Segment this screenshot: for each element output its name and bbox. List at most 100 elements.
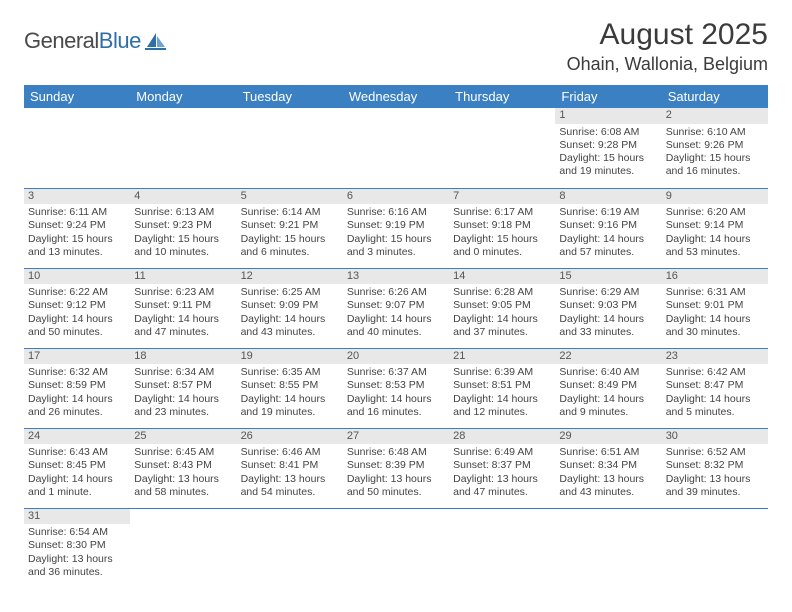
calendar-cell: 7Sunrise: 6:17 AMSunset: 9:18 PMDaylight…	[449, 188, 555, 268]
sunrise-line: Sunrise: 6:51 AM	[559, 446, 657, 459]
sunrise-line: Sunrise: 6:40 AM	[559, 366, 657, 379]
sunset-line: Sunset: 8:53 PM	[347, 379, 445, 392]
day-number: 2	[662, 108, 768, 124]
calendar-cell: 22Sunrise: 6:40 AMSunset: 8:49 PMDayligh…	[555, 348, 661, 428]
weekday-header: Thursday	[449, 85, 555, 108]
title-block: August 2025 Ohain, Wallonia, Belgium	[567, 18, 768, 75]
day-number: 1	[555, 108, 661, 124]
calendar-cell: 16Sunrise: 6:31 AMSunset: 9:01 PMDayligh…	[662, 268, 768, 348]
daylight-line: Daylight: 15 hours and 6 minutes.	[241, 233, 339, 259]
calendar-cell: 6Sunrise: 6:16 AMSunset: 9:19 PMDaylight…	[343, 188, 449, 268]
sunset-line: Sunset: 9:21 PM	[241, 219, 339, 232]
day-number: 27	[343, 429, 449, 445]
sunrise-line: Sunrise: 6:10 AM	[666, 126, 764, 139]
sunrise-line: Sunrise: 6:28 AM	[453, 286, 551, 299]
sunrise-line: Sunrise: 6:35 AM	[241, 366, 339, 379]
daylight-line: Daylight: 13 hours and 47 minutes.	[453, 473, 551, 499]
daylight-line: Daylight: 13 hours and 50 minutes.	[347, 473, 445, 499]
day-number: 24	[24, 429, 130, 445]
sunrise-line: Sunrise: 6:31 AM	[666, 286, 764, 299]
calendar-cell: 18Sunrise: 6:34 AMSunset: 8:57 PMDayligh…	[130, 348, 236, 428]
weekday-header: Sunday	[24, 85, 130, 108]
sunrise-line: Sunrise: 6:52 AM	[666, 446, 764, 459]
daylight-line: Daylight: 14 hours and 33 minutes.	[559, 313, 657, 339]
daylight-line: Daylight: 15 hours and 16 minutes.	[666, 152, 764, 178]
calendar-cell: 15Sunrise: 6:29 AMSunset: 9:03 PMDayligh…	[555, 268, 661, 348]
day-number: 25	[130, 429, 236, 445]
calendar-cell: 28Sunrise: 6:49 AMSunset: 8:37 PMDayligh…	[449, 428, 555, 508]
sunrise-line: Sunrise: 6:20 AM	[666, 206, 764, 219]
day-number: 20	[343, 349, 449, 365]
sunset-line: Sunset: 9:19 PM	[347, 219, 445, 232]
sunrise-line: Sunrise: 6:13 AM	[134, 206, 232, 219]
sunset-line: Sunset: 8:39 PM	[347, 459, 445, 472]
calendar-cell: 17Sunrise: 6:32 AMSunset: 8:59 PMDayligh…	[24, 348, 130, 428]
sunset-line: Sunset: 8:51 PM	[453, 379, 551, 392]
calendar-row: 1Sunrise: 6:08 AMSunset: 9:28 PMDaylight…	[24, 108, 768, 188]
sunset-line: Sunset: 9:26 PM	[666, 139, 764, 152]
sunset-line: Sunset: 8:30 PM	[28, 539, 126, 552]
sunset-line: Sunset: 9:11 PM	[134, 299, 232, 312]
calendar-row: 24Sunrise: 6:43 AMSunset: 8:45 PMDayligh…	[24, 428, 768, 508]
day-number: 16	[662, 269, 768, 285]
weekday-header-row: SundayMondayTuesdayWednesdayThursdayFrid…	[24, 85, 768, 108]
calendar-cell	[237, 108, 343, 188]
sunset-line: Sunset: 8:41 PM	[241, 459, 339, 472]
calendar-cell: 8Sunrise: 6:19 AMSunset: 9:16 PMDaylight…	[555, 188, 661, 268]
day-number: 28	[449, 429, 555, 445]
sunset-line: Sunset: 9:01 PM	[666, 299, 764, 312]
sunset-line: Sunset: 9:24 PM	[28, 219, 126, 232]
day-number: 14	[449, 269, 555, 285]
calendar-cell	[130, 508, 236, 588]
day-number: 18	[130, 349, 236, 365]
calendar-row: 31Sunrise: 6:54 AMSunset: 8:30 PMDayligh…	[24, 508, 768, 588]
daylight-line: Daylight: 14 hours and 9 minutes.	[559, 393, 657, 419]
calendar-cell: 23Sunrise: 6:42 AMSunset: 8:47 PMDayligh…	[662, 348, 768, 428]
sunrise-line: Sunrise: 6:11 AM	[28, 206, 126, 219]
daylight-line: Daylight: 14 hours and 1 minute.	[28, 473, 126, 499]
day-number: 21	[449, 349, 555, 365]
logo: GeneralBlue	[24, 28, 167, 54]
daylight-line: Daylight: 14 hours and 37 minutes.	[453, 313, 551, 339]
calendar-cell: 27Sunrise: 6:48 AMSunset: 8:39 PMDayligh…	[343, 428, 449, 508]
sunset-line: Sunset: 8:37 PM	[453, 459, 551, 472]
calendar-cell: 1Sunrise: 6:08 AMSunset: 9:28 PMDaylight…	[555, 108, 661, 188]
daylight-line: Daylight: 13 hours and 43 minutes.	[559, 473, 657, 499]
sunset-line: Sunset: 8:59 PM	[28, 379, 126, 392]
daylight-line: Daylight: 15 hours and 0 minutes.	[453, 233, 551, 259]
sunrise-line: Sunrise: 6:08 AM	[559, 126, 657, 139]
day-number: 13	[343, 269, 449, 285]
sunrise-line: Sunrise: 6:49 AM	[453, 446, 551, 459]
logo-word1: General	[24, 28, 99, 53]
daylight-line: Daylight: 14 hours and 43 minutes.	[241, 313, 339, 339]
calendar-cell	[555, 508, 661, 588]
day-number: 5	[237, 189, 343, 205]
page-title: August 2025	[567, 18, 768, 52]
calendar-cell	[449, 108, 555, 188]
daylight-line: Daylight: 13 hours and 39 minutes.	[666, 473, 764, 499]
calendar-cell	[343, 108, 449, 188]
sunrise-line: Sunrise: 6:14 AM	[241, 206, 339, 219]
calendar-table: SundayMondayTuesdayWednesdayThursdayFrid…	[24, 85, 768, 588]
daylight-line: Daylight: 15 hours and 3 minutes.	[347, 233, 445, 259]
daylight-line: Daylight: 14 hours and 23 minutes.	[134, 393, 232, 419]
calendar-cell: 11Sunrise: 6:23 AMSunset: 9:11 PMDayligh…	[130, 268, 236, 348]
calendar-cell: 13Sunrise: 6:26 AMSunset: 9:07 PMDayligh…	[343, 268, 449, 348]
calendar-cell: 2 Sunrise: 6:10 AMSunset: 9:26 PMDaylight…	[662, 108, 768, 188]
sunset-line: Sunset: 8:47 PM	[666, 379, 764, 392]
sunset-line: Sunset: 9:05 PM	[453, 299, 551, 312]
sunrise-line: Sunrise: 6:19 AM	[559, 206, 657, 219]
calendar-cell	[662, 508, 768, 588]
daylight-line: Daylight: 14 hours and 53 minutes.	[666, 233, 764, 259]
calendar-cell: 29Sunrise: 6:51 AMSunset: 8:34 PMDayligh…	[555, 428, 661, 508]
sunset-line: Sunset: 8:43 PM	[134, 459, 232, 472]
daylight-line: Daylight: 14 hours and 16 minutes.	[347, 393, 445, 419]
sunrise-line: Sunrise: 6:46 AM	[241, 446, 339, 459]
sunset-line: Sunset: 9:09 PM	[241, 299, 339, 312]
daylight-line: Daylight: 15 hours and 10 minutes.	[134, 233, 232, 259]
day-number: 8	[555, 189, 661, 205]
calendar-cell: 5Sunrise: 6:14 AMSunset: 9:21 PMDaylight…	[237, 188, 343, 268]
sunset-line: Sunset: 9:07 PM	[347, 299, 445, 312]
calendar-row: 10Sunrise: 6:22 AMSunset: 9:12 PMDayligh…	[24, 268, 768, 348]
day-number: 19	[237, 349, 343, 365]
